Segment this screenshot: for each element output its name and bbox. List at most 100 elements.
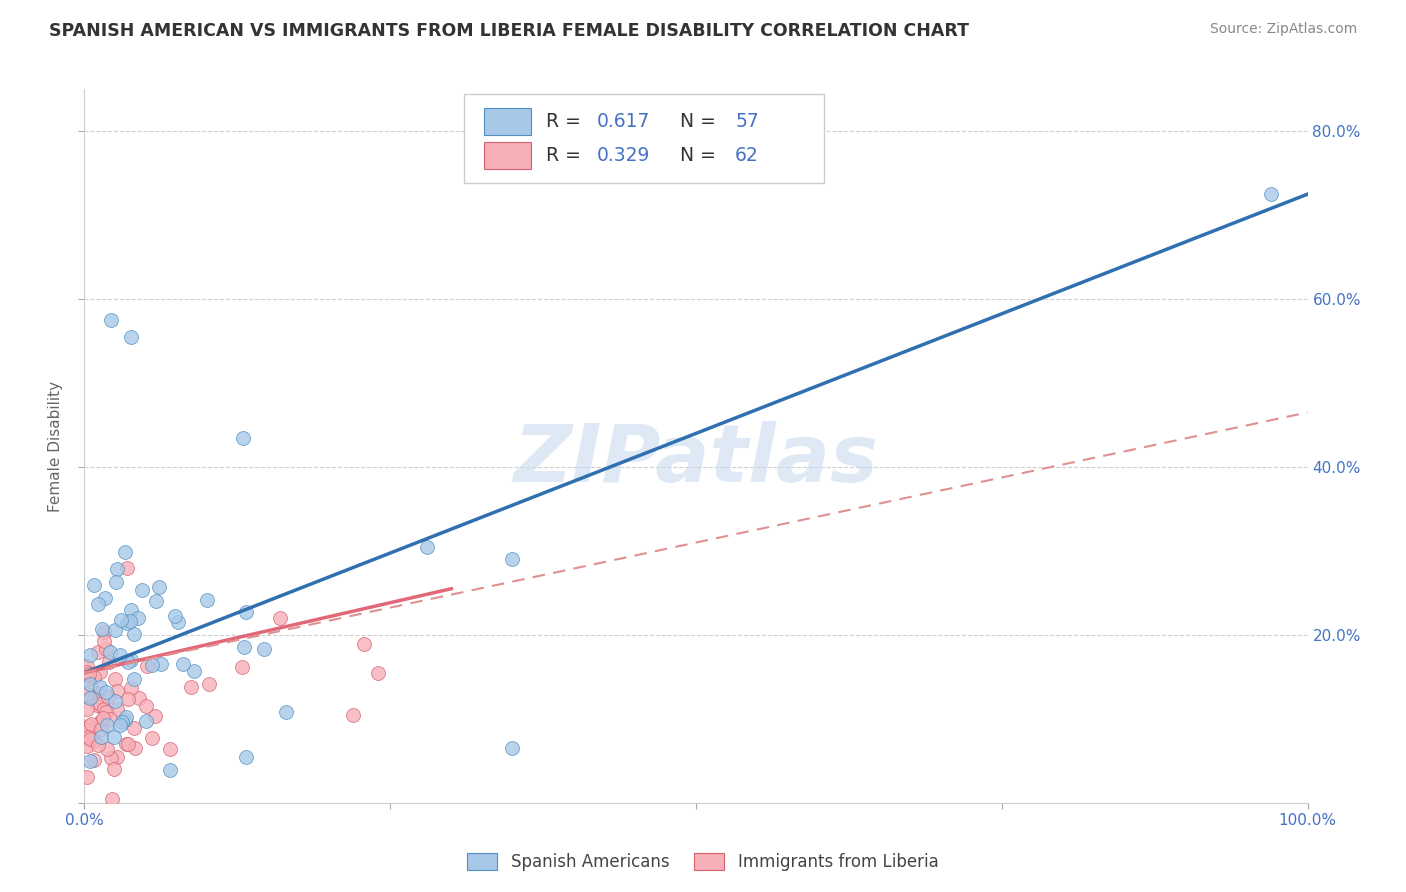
Point [104,575,127,590]
Text: Source: ZipAtlas.com: Source: ZipAtlas.com [1209,22,1357,37]
Point [83,753,105,767]
Point [101,791,124,805]
Point [159,763,181,777]
Point [79,731,101,746]
Point [79,723,101,737]
Point [89,680,111,694]
Point [253,642,276,657]
Point [1260,187,1282,202]
Point [110,613,132,627]
Point [76,701,98,715]
Point [232,431,254,445]
Legend: Spanish Americans, Immigrants from Liberia: Spanish Americans, Immigrants from Liber… [460,845,946,880]
Point [183,665,205,679]
Point [111,715,134,730]
Point [89,697,111,711]
Point [274,705,297,719]
Point [128,691,150,706]
Point [114,710,136,724]
Point [104,672,127,686]
Point [197,677,219,691]
Point [89,730,111,744]
Point [89,714,111,729]
Point [82,690,104,705]
Point [118,614,141,628]
Point [83,578,105,592]
Y-axis label: Female Disability: Female Disability [48,380,63,512]
Point [353,637,375,651]
Point [76,739,98,753]
Point [269,611,291,625]
Point [96,718,118,732]
Text: 57: 57 [735,112,759,131]
Point [79,691,101,706]
Point [195,593,218,607]
Point [77,672,100,686]
Point [76,687,98,701]
Point [91,622,114,636]
Point [120,603,142,617]
Point [100,313,122,327]
Point [143,709,166,723]
Point [235,605,257,619]
Point [502,552,524,566]
Point [502,741,524,756]
Point [235,749,257,764]
Point [159,742,181,756]
Point [114,713,136,727]
Point [80,716,103,731]
Point [117,737,139,751]
Point [165,609,187,624]
Point [79,754,101,768]
Point [115,737,138,751]
Text: N =: N = [681,146,721,165]
Point [90,722,112,736]
Point [135,699,157,714]
Text: 0.617: 0.617 [598,112,650,131]
Point [105,750,128,764]
Point [122,672,145,686]
Point [93,634,115,648]
Point [87,738,110,752]
Point [148,580,170,594]
Point [108,648,131,663]
Point [117,692,139,706]
Point [104,623,127,637]
Point [76,659,98,673]
Point [93,702,115,716]
Point [416,540,439,554]
Text: R =: R = [546,112,586,131]
Text: 62: 62 [735,146,759,165]
Point [232,640,254,654]
Text: N =: N = [681,112,721,131]
Point [94,591,117,605]
Point [105,562,128,576]
Point [104,694,127,708]
Point [120,653,142,667]
FancyBboxPatch shape [464,95,824,184]
Point [120,330,142,344]
Point [115,615,138,630]
Point [135,714,157,728]
Point [342,707,364,722]
Point [87,645,110,659]
Point [93,625,115,640]
Bar [484,142,531,169]
Point [149,657,172,672]
Text: 0.329: 0.329 [598,146,650,165]
Point [172,657,194,671]
Point [86,698,108,712]
Point [83,670,105,684]
Text: R =: R = [546,146,586,165]
Point [141,731,163,746]
Point [100,751,122,765]
Point [98,645,121,659]
Text: ZIPatlas: ZIPatlas [513,421,879,500]
Point [94,706,117,720]
Point [122,627,145,641]
Point [79,719,101,733]
Point [98,712,121,726]
Point [83,734,105,748]
Point [141,658,163,673]
Point [367,665,389,680]
